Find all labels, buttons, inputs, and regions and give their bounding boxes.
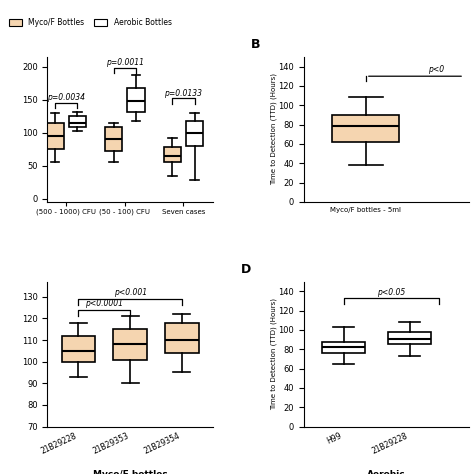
X-axis label: Aerobic: Aerobic [367,470,406,474]
PathPatch shape [322,342,365,353]
Text: p<0.05: p<0.05 [377,288,405,297]
PathPatch shape [69,116,86,128]
PathPatch shape [332,115,400,142]
Text: p<0: p<0 [428,65,444,74]
Legend: Myco/F Bottles, Aerobic Bottles: Myco/F Bottles, Aerobic Bottles [9,18,172,27]
Text: p<0.0001: p<0.0001 [85,299,123,308]
PathPatch shape [388,332,431,345]
Text: p=0.0011: p=0.0011 [106,58,144,67]
Text: p=0.0034: p=0.0034 [47,93,85,102]
PathPatch shape [186,121,203,146]
Y-axis label: Time to Detection (TTD) (Hours): Time to Detection (TTD) (Hours) [271,73,277,185]
PathPatch shape [62,336,95,362]
PathPatch shape [128,88,145,111]
Y-axis label: Time to Detection (TTD) (Hours): Time to Detection (TTD) (Hours) [271,298,277,410]
PathPatch shape [105,128,122,151]
PathPatch shape [164,147,181,162]
PathPatch shape [113,329,147,359]
PathPatch shape [46,123,64,149]
Text: B: B [251,38,260,51]
Text: p=0.0133: p=0.0133 [164,89,202,98]
X-axis label: Myco/F bottles: Myco/F bottles [93,470,167,474]
PathPatch shape [165,323,199,353]
Text: D: D [241,263,251,276]
Text: p<0.001: p<0.001 [114,288,146,297]
